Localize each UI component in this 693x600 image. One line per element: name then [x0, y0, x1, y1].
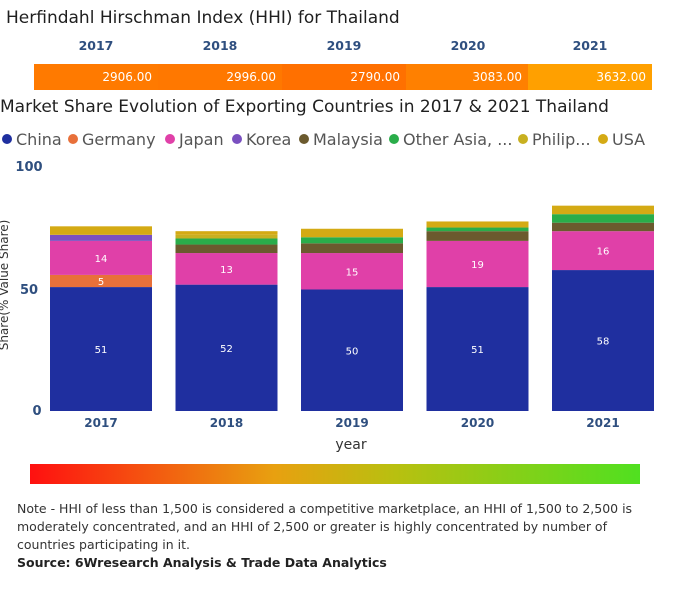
bar-segment-usa-2017[interactable] — [50, 226, 152, 235]
x-ticks-layer: 2017 2018 2019 2020 2021 — [84, 416, 619, 430]
x-tick-label: 2018 — [210, 416, 243, 430]
data-label: 14 — [95, 254, 108, 265]
chart-title: Market Share Evolution of Exporting Coun… — [0, 97, 609, 117]
data-label: 52 — [220, 344, 233, 355]
bar-segment-other-asia-2021[interactable] — [552, 214, 654, 223]
source-text: Source: 6Wresearch Analysis & Trade Data… — [17, 555, 387, 570]
y-tick-label: 0 — [32, 404, 41, 419]
bar-segment-other-asia-2019[interactable] — [301, 237, 403, 244]
legend-item-germany[interactable]: Germany — [68, 130, 156, 149]
legend-swatch-icon — [518, 134, 528, 144]
bar-segment-malaysia-2021[interactable] — [552, 222, 654, 232]
bar-segment-usa-2021[interactable] — [552, 205, 654, 215]
data-label: 16 — [597, 247, 610, 258]
legend-label: Germany — [82, 130, 156, 149]
hhi-scale-gradient — [30, 464, 640, 484]
bar-segment-japan-2020[interactable] — [426, 240, 529, 288]
y-axis-label: Share(% Value Share) — [0, 220, 11, 351]
bar-segment-china-2018[interactable] — [175, 284, 278, 411]
bar-segment-china-2020[interactable] — [426, 287, 529, 411]
legend-swatch-icon — [232, 134, 242, 144]
legend-label: Other Asia, ... — [403, 130, 513, 149]
data-label: 13 — [220, 265, 233, 276]
x-tick-label: 2017 — [84, 416, 117, 430]
legend-label: Korea — [246, 130, 292, 149]
legend-swatch-icon — [68, 134, 78, 144]
x-tick-label: 2021 — [586, 416, 619, 430]
data-label: 51 — [471, 345, 484, 356]
legend-label: Philip... — [532, 130, 591, 149]
bar-segment-other-asia-2018[interactable] — [175, 238, 278, 245]
bar-segment-malaysia-2020[interactable] — [426, 231, 529, 241]
bar-segment-china-2019[interactable] — [301, 289, 403, 412]
legend-swatch-icon — [598, 134, 608, 144]
legend-item-malaysia[interactable]: Malaysia — [299, 130, 383, 149]
data-label: 50 — [346, 346, 359, 357]
hhi-year-label: 2017 — [78, 38, 114, 53]
x-axis-label: year — [335, 437, 366, 453]
legend-item-japan[interactable]: Japan — [165, 130, 224, 149]
bar-segment-usa-2020[interactable] — [426, 221, 529, 228]
hhi-title: Herfindahl Hirschman Index (HHI) for Tha… — [6, 8, 400, 28]
legend-item-korea[interactable]: Korea — [232, 130, 291, 149]
hhi-year-label: 2018 — [202, 38, 238, 53]
hhi-value-cell[interactable]: 2996.00 — [158, 64, 282, 90]
legend-item-philippines[interactable]: Philip... — [518, 130, 591, 149]
bar-segment-korea-2017[interactable] — [50, 234, 152, 241]
bar-segment-philip-2018[interactable] — [175, 234, 278, 239]
bar-segment-japan-2018[interactable] — [175, 253, 278, 285]
legend-label: China — [16, 130, 62, 149]
hhi-year-label: 2020 — [450, 38, 486, 53]
legend-item-usa[interactable]: USA — [598, 130, 645, 149]
x-tick-label: 2019 — [335, 416, 368, 430]
legend-item-china[interactable]: China — [2, 130, 62, 149]
bar-segment-china-2021[interactable] — [552, 270, 654, 411]
bar-segment-china-2017[interactable] — [50, 287, 152, 411]
x-tick-label: 2020 — [461, 416, 494, 430]
stacked-bar-chart: 100 50 0 Share(% Value Share) 5151452135… — [0, 160, 654, 453]
y-tick-label: 50 — [20, 283, 38, 298]
data-label: 51 — [95, 345, 108, 356]
bar-segment-japan-2019[interactable] — [301, 253, 403, 290]
hhi-value-cell[interactable]: 3083.00 — [406, 64, 528, 90]
bars-layer: 51 5 14 52 13 50 15 51 19 58 16 — [50, 205, 654, 412]
bar-segment-other-asia-2020[interactable] — [426, 227, 529, 232]
hhi-value-bar: 2906.00 2996.00 2790.00 3083.00 3632.00 — [34, 64, 652, 90]
hhi-year-row: 2017 2018 2019 2020 2021 — [34, 38, 652, 56]
bar-segment-japan-2021[interactable] — [552, 231, 654, 271]
y-tick-label: 100 — [15, 160, 42, 175]
bar-segment-germany-2017[interactable] — [50, 274, 152, 288]
bar-segment-usa-2019[interactable] — [301, 228, 403, 238]
data-label: 5 — [98, 277, 104, 288]
legend-swatch-icon — [165, 134, 175, 144]
hhi-value-cell[interactable]: 2790.00 — [282, 64, 406, 90]
legend-swatch-icon — [299, 134, 309, 144]
bar-segment-malaysia-2018[interactable] — [175, 244, 278, 254]
bar-segment-usa-2018[interactable] — [175, 231, 278, 235]
bar-segment-malaysia-2019[interactable] — [301, 243, 403, 254]
legend-label: Malaysia — [313, 130, 383, 149]
hhi-value-cell[interactable]: 2906.00 — [34, 64, 158, 90]
hhi-year-label: 2021 — [572, 38, 608, 53]
hhi-value-cell[interactable]: 3632.00 — [528, 64, 652, 90]
hhi-year-label: 2019 — [326, 38, 362, 53]
note-text: Note - HHI of less than 1,500 is conside… — [17, 501, 633, 552]
legend-item-other-asia[interactable]: Other Asia, ... — [389, 130, 512, 149]
legend-label: USA — [612, 130, 646, 149]
legend-swatch-icon — [2, 134, 12, 144]
data-label: 19 — [471, 260, 484, 271]
data-label: 15 — [346, 267, 359, 278]
legend-swatch-icon — [389, 134, 399, 144]
data-label: 58 — [597, 337, 610, 348]
bar-segment-japan-2017[interactable] — [50, 240, 152, 275]
legend-label: Japan — [179, 130, 224, 149]
